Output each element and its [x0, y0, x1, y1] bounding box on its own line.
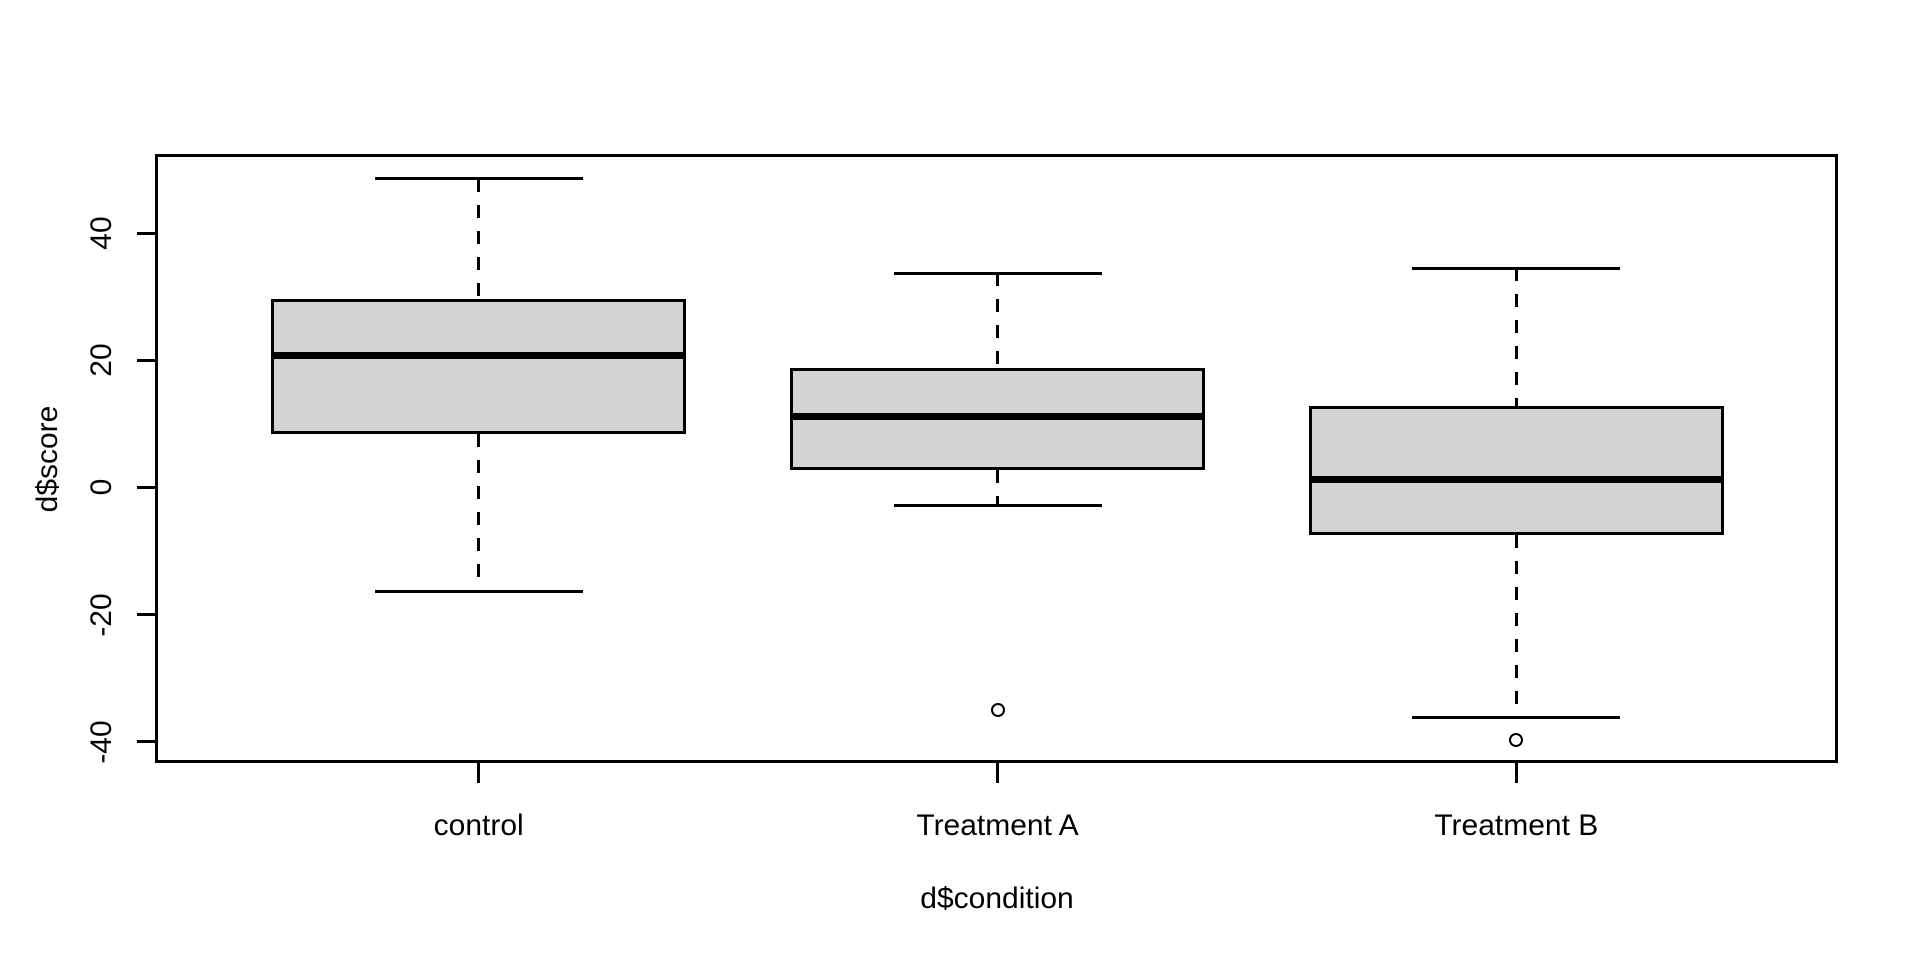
outlier-point	[990, 702, 1005, 717]
x-axis-tick	[477, 763, 481, 783]
lower-whisker-line	[477, 434, 481, 592]
y-axis-tick-label: 0	[85, 479, 118, 496]
y-axis-tick	[137, 740, 157, 744]
lower-whisker-cap	[1412, 716, 1621, 720]
upper-whisker-cap	[893, 271, 1102, 275]
lower-whisker-line	[996, 469, 999, 506]
y-axis-tick	[137, 613, 157, 617]
y-axis-tick-label: 20	[85, 343, 118, 378]
y-axis-tick	[137, 485, 157, 489]
x-category-label: Treatment B	[1434, 809, 1599, 842]
x-axis-tick	[996, 763, 999, 783]
upper-whisker-line	[477, 178, 481, 300]
outlier-point	[1509, 733, 1524, 748]
plot-area-border	[155, 154, 1838, 763]
y-axis-tick	[137, 358, 157, 362]
x-category-label: Treatment A	[916, 809, 1079, 842]
y-axis-tick	[137, 231, 157, 235]
y-axis-tick-label: -20	[85, 592, 118, 637]
x-category-label: control	[433, 809, 524, 842]
y-axis-tick-label: -40	[85, 720, 118, 764]
boxplot-box	[271, 299, 687, 435]
x-axis-title: d$condition	[920, 882, 1074, 915]
boxplot-box	[1308, 406, 1724, 536]
y-axis-title: d$score	[31, 405, 64, 513]
upper-whisker-cap	[374, 177, 583, 181]
median-line	[1311, 475, 1721, 483]
median-line	[274, 351, 684, 359]
upper-whisker-line	[996, 273, 999, 368]
lower-whisker-cap	[374, 590, 583, 594]
lower-whisker-line	[1514, 535, 1518, 718]
median-line	[793, 413, 1202, 421]
lower-whisker-cap	[893, 503, 1102, 507]
upper-whisker-cap	[1412, 266, 1621, 270]
x-axis-tick	[1514, 763, 1518, 783]
y-axis-tick-label: 40	[85, 216, 118, 250]
upper-whisker-line	[1514, 268, 1518, 407]
